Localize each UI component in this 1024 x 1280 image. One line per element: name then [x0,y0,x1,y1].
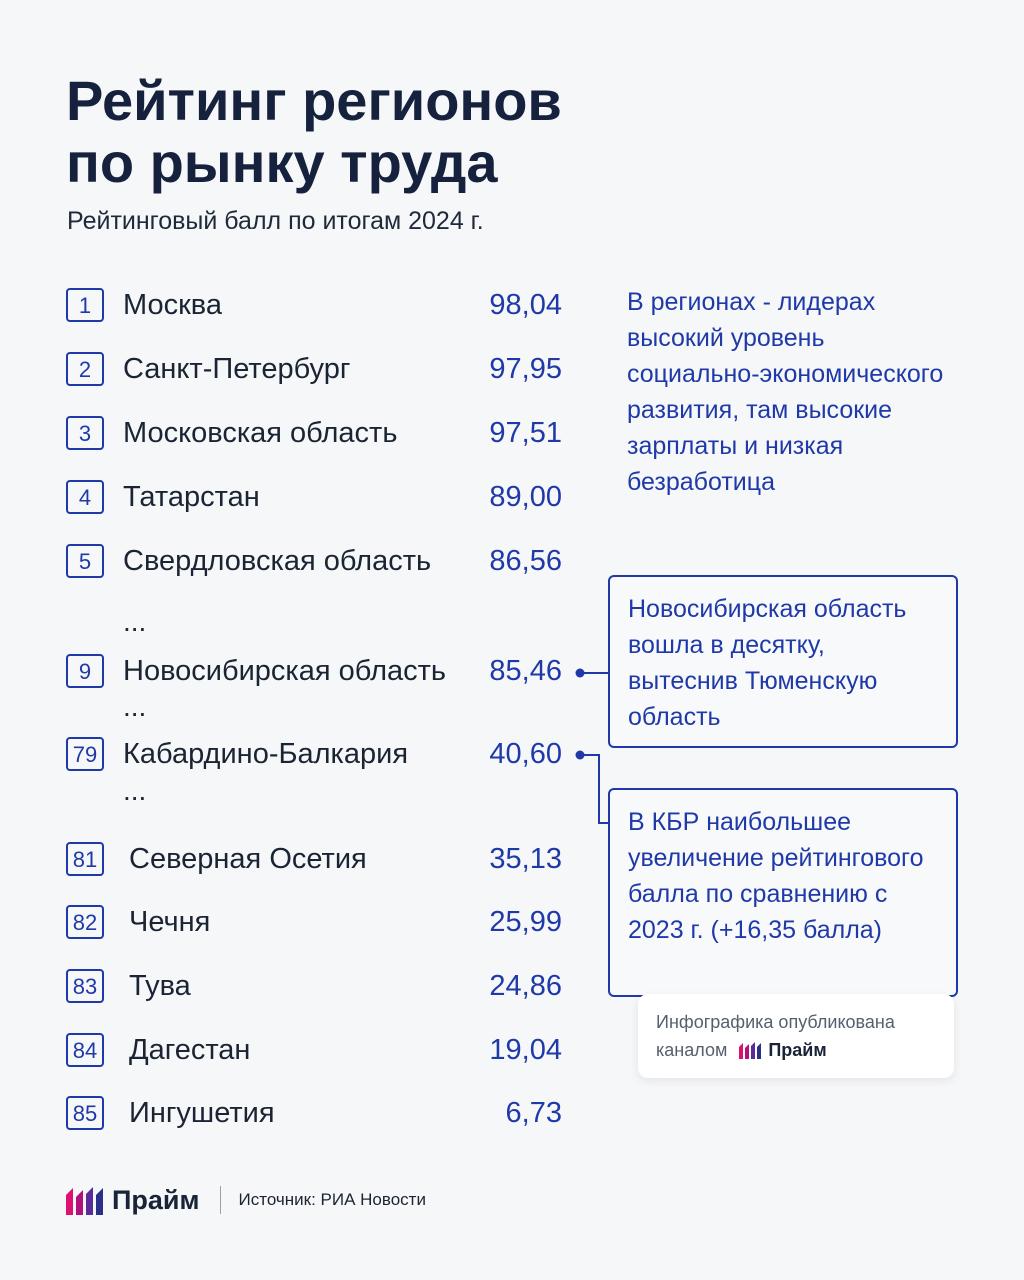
region-score: 24,86 [489,970,562,1002]
leaders-note: В регионах - лидерах высокий уровень соц… [627,288,944,496]
region-name: Тува [129,970,191,1002]
region-score: 86,56 [489,545,562,577]
rank-badge: 4 [66,480,104,514]
rating-row: 82 Чечня 25,99 [66,905,566,945]
callout-kbr: В КБР наибольшее увеличение рейтингового… [608,788,958,997]
rating-row: 81 Северная Осетия 35,13 [66,842,566,882]
region-name: Дагестан [129,1034,251,1066]
rating-row: 5 Свердловская область 86,56 [66,544,566,584]
region-name: Ингушетия [129,1097,275,1129]
rank-badge: 84 [66,1033,104,1067]
rank-badge: 5 [66,544,104,578]
footer: Прайм Источник: РИА Новости [66,1182,426,1218]
rating-row: 1 Москва 98,04 [66,288,566,328]
rating-row: 84 Дагестан 19,04 [66,1033,566,1073]
footer-brand-name: Прайм [112,1184,200,1215]
connector-line [580,754,609,824]
region-name: Москва [123,289,223,321]
rank-badge: 81 [66,842,104,876]
rank-badge: 3 [66,416,104,450]
badge-brand: Прайм [739,1036,827,1064]
region-score: 97,95 [489,353,562,385]
rank-badge: 2 [66,352,104,386]
rating-row: 4 Татарстан 89,00 [66,480,566,520]
badge-channel-label: каналом [656,1040,728,1060]
rank-badge: 82 [66,905,104,939]
region-name: Московская область [123,417,398,449]
rank-badge: 1 [66,288,104,322]
ellipsis: ... [123,691,147,722]
footer-logo: Прайм [66,1185,200,1216]
title-line-1: Рейтинг регионов [66,69,562,132]
region-score: 19,04 [489,1034,562,1066]
footer-divider [219,1186,221,1214]
source-text: Источник: РИА Новости [238,1190,426,1209]
rating-row: 3 Московская область 97,51 [66,416,566,456]
region-name: Санкт-Петербург [123,353,351,385]
rating-row: 85 Ингушетия 6,73 [66,1096,566,1136]
rating-row: 9 Новосибирская область 85,46 [66,654,566,694]
subtitle: Рейтинговый балл по итогам 2024 г. [67,207,484,235]
region-name: Чечня [129,906,211,938]
ellipsis: ... [123,606,147,637]
region-score: 25,99 [489,906,562,938]
ellipsis: ... [123,775,147,806]
badge-brand-name: Прайм [768,1040,827,1060]
rating-row: 2 Санкт-Петербург 97,95 [66,352,566,392]
rating-row: 83 Тува 24,86 [66,969,566,1009]
rank-badge: 79 [66,737,104,771]
region-name: Новосибирская область [123,655,447,687]
region-score: 98,04 [489,289,562,321]
region-score: 6,73 [505,1097,562,1129]
rating-row: 79 Кабардино-Балкария 40,60 [66,737,566,777]
region-score: 89,00 [489,481,562,513]
region-score: 40,60 [489,738,562,770]
title-line-2: по рынку труда [66,131,498,194]
region-name: Свердловская область [123,545,432,577]
region-score: 85,46 [489,655,562,687]
rank-badge: 85 [66,1096,104,1130]
badge-text-line2: каналом Прайм [656,1036,936,1064]
region-name: Северная Осетия [129,843,367,875]
region-score: 35,13 [489,843,562,875]
prime-logo-icon [739,1042,762,1059]
badge-text: Инфографика опубликована [656,1012,895,1032]
published-badge: Инфографика опубликована каналом Прайм [638,994,954,1078]
prime-logo-icon [66,1187,103,1215]
region-score: 97,51 [489,417,562,449]
region-name: Кабардино-Балкария [123,738,409,770]
region-name: Татарстан [123,481,260,513]
rank-badge: 9 [66,654,104,688]
rank-badge: 83 [66,969,104,1003]
callout-novosibirsk: Новосибирская область вошла в десятку, в… [608,575,958,748]
page-title: Рейтинг регионов по рынку труда [66,70,686,194]
